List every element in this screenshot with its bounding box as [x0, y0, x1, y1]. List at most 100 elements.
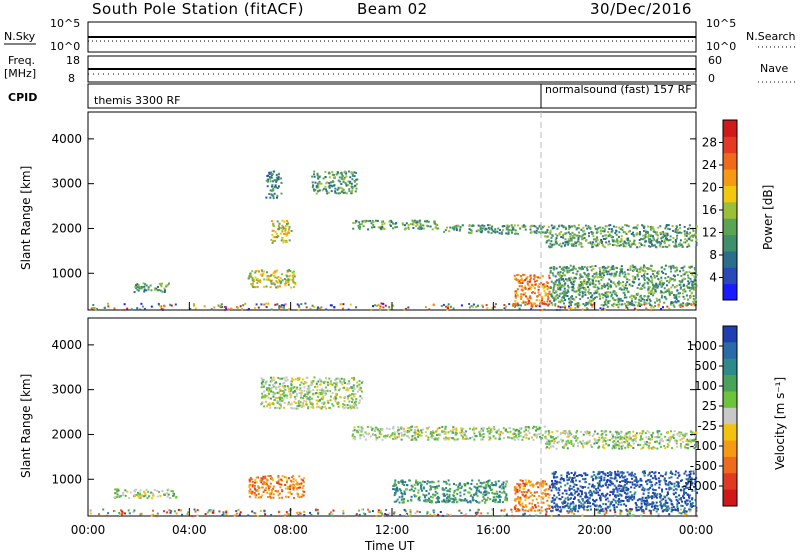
data-cell: [443, 432, 446, 434]
data-cell: [270, 380, 273, 383]
data-cell: [626, 436, 629, 439]
data-cell: [680, 303, 683, 306]
data-cell: [135, 494, 138, 496]
data-cell: [122, 491, 125, 494]
data-cell: [606, 305, 609, 308]
data-cell: [418, 431, 421, 434]
data-cell: [558, 272, 561, 275]
data-cell: [568, 301, 571, 304]
data-cell: [412, 221, 415, 224]
data-cell: [678, 304, 681, 307]
data-cell: [548, 507, 551, 510]
data-cell: [648, 444, 650, 447]
data-cell: [388, 306, 391, 308]
data-cell: [280, 406, 282, 409]
data-cell: [594, 283, 597, 286]
data-cell: [395, 486, 398, 489]
data-cell: [670, 270, 672, 273]
data-cell: [448, 490, 451, 493]
data-cell: [526, 297, 529, 300]
data-cell: [666, 305, 669, 308]
data-cell: [578, 304, 581, 307]
data-cell: [204, 513, 207, 515]
data-cell: [597, 441, 600, 443]
data-cell: [620, 244, 622, 246]
data-cell: [610, 236, 613, 239]
data-cell: [550, 440, 553, 443]
data-cell: [581, 444, 584, 447]
data-cell: [436, 492, 439, 495]
data-cell: [316, 183, 319, 186]
data-cell: [612, 444, 615, 447]
nave-label: Nave: [760, 62, 788, 75]
data-cell: [573, 290, 576, 293]
data-cell: [282, 391, 285, 394]
data-cell: [265, 388, 268, 391]
data-cell: [529, 274, 532, 277]
data-cell: [428, 308, 431, 311]
data-cell: [438, 484, 440, 487]
data-cell: [402, 498, 405, 501]
data-cell: [307, 392, 309, 395]
data-cell: [346, 387, 349, 390]
data-cell: [404, 224, 406, 227]
data-cell: [410, 488, 413, 491]
data-cell: [313, 175, 316, 178]
data-cell: [272, 195, 275, 198]
data-cell: [670, 291, 673, 293]
data-cell: [683, 445, 686, 448]
data-cell: [513, 274, 516, 277]
data-cell: [589, 299, 591, 302]
data-cell: [114, 488, 117, 491]
data-cell: [558, 274, 561, 276]
data-cell: [506, 431, 509, 434]
beam-label: Beam 02: [357, 0, 428, 18]
data-cell: [481, 227, 484, 230]
data-cell: [592, 238, 595, 241]
data-cell: [549, 300, 551, 303]
data-cell: [291, 476, 294, 479]
data-cell: [488, 438, 491, 441]
data-cell: [668, 280, 671, 282]
data-cell: [142, 282, 145, 285]
data-cell: [527, 496, 530, 499]
data-cell: [277, 376, 280, 379]
data-cell: [281, 273, 283, 276]
data-cell: [598, 282, 601, 285]
data-cell: [535, 299, 538, 302]
data-cell: [152, 492, 154, 495]
data-cell: [414, 429, 416, 431]
data-cell: [586, 266, 589, 269]
data-cell: [294, 407, 297, 410]
data-cell: [538, 293, 541, 296]
data-cell: [322, 389, 325, 391]
data-cell: [257, 496, 260, 499]
data-cell: [267, 475, 270, 477]
data-cell: [417, 435, 420, 438]
data-cell: [650, 513, 653, 516]
data-cell: [687, 243, 690, 246]
data-cell: [675, 294, 678, 297]
data-cell: [669, 303, 672, 306]
data-cell: [515, 296, 517, 299]
data-cell: [285, 282, 287, 285]
data-cell: [626, 440, 629, 443]
data-cell: [609, 284, 612, 287]
data-cell: [348, 190, 351, 193]
data-cell: [431, 496, 434, 499]
data-cell: [432, 304, 435, 307]
data-cell: [335, 383, 338, 386]
data-cell: [524, 303, 527, 306]
data-cell: [517, 278, 520, 281]
data-cell: [219, 304, 222, 307]
data-cell: [437, 433, 440, 436]
data-cell: [562, 272, 565, 275]
data-cell: [528, 432, 531, 435]
data-cell: [294, 402, 297, 404]
data-cell: [629, 296, 632, 298]
data-cell: [691, 482, 694, 485]
data-cell: [341, 405, 344, 408]
data-cell: [544, 294, 547, 297]
data-cell: [475, 306, 478, 308]
data-cell: [485, 490, 488, 493]
